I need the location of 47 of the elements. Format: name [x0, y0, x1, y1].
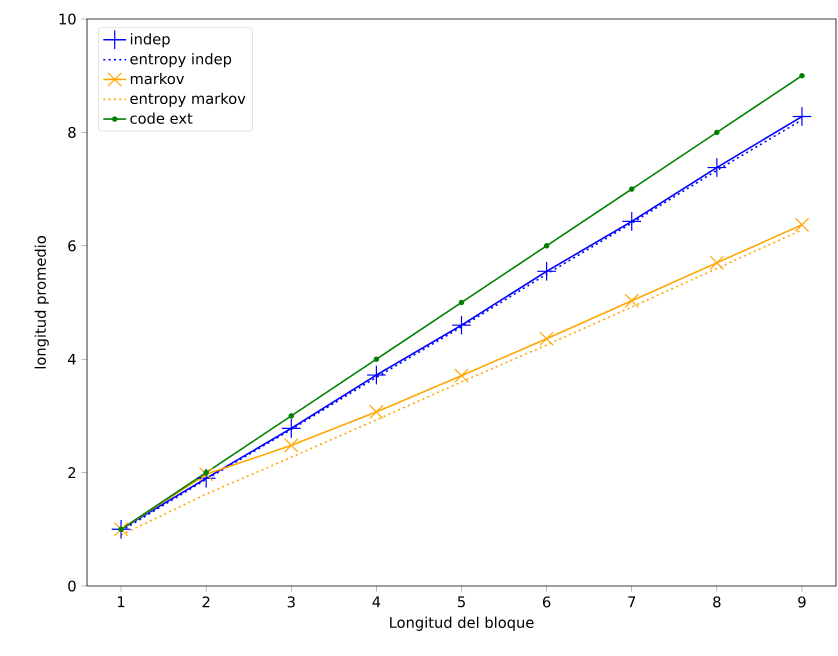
- y-tick-label: 10: [60, 13, 76, 25]
- point: [454, 368, 469, 383]
- x-tick-label: 5: [458, 596, 465, 608]
- point: [536, 261, 557, 282]
- y-tick-label: 0: [68, 580, 76, 592]
- point: [369, 404, 384, 420]
- point: [198, 467, 214, 482]
- point: [118, 526, 124, 532]
- x-tick-label: 4: [372, 596, 380, 608]
- point: [794, 218, 810, 232]
- point: [288, 413, 294, 419]
- point: [799, 72, 805, 78]
- point: [203, 470, 209, 476]
- point: [710, 256, 724, 270]
- x-tick-label: 6: [542, 596, 550, 608]
- point: [452, 315, 472, 336]
- point: [544, 243, 550, 249]
- legend-label: indep: [130, 33, 170, 48]
- point: [366, 365, 386, 385]
- point: [281, 418, 302, 438]
- x-tick-label: 2: [202, 596, 210, 608]
- point: [284, 438, 298, 453]
- x-tick-label: 1: [118, 596, 124, 608]
- point: [622, 211, 642, 232]
- point: [629, 186, 634, 192]
- x-tick-label: 9: [798, 596, 806, 608]
- legend-label: code ext: [130, 112, 192, 124]
- point: [714, 130, 720, 136]
- x-tick-label: 3: [288, 596, 295, 608]
- x-tick-label: 7: [628, 596, 636, 608]
- point: [458, 300, 464, 306]
- y-axis-title: longitud promedio: [34, 236, 49, 368]
- y-tick-label: 2: [68, 467, 76, 478]
- point: [706, 158, 727, 178]
- point: [624, 294, 639, 308]
- point: [792, 106, 812, 126]
- y-tick-label: 8: [68, 126, 76, 138]
- legend-label: entropy markov: [130, 92, 246, 107]
- y-tick-label: 6: [68, 240, 76, 252]
- point: [374, 356, 380, 362]
- legend-label: markov: [130, 72, 184, 84]
- point: [539, 332, 554, 346]
- x-axis-title: Longitud del bloque: [390, 616, 534, 631]
- x-tick-label: 8: [713, 596, 720, 608]
- legend-label: entropy indep: [130, 53, 232, 68]
- point: [196, 468, 216, 488]
- y-tick-label: 4: [68, 354, 76, 365]
